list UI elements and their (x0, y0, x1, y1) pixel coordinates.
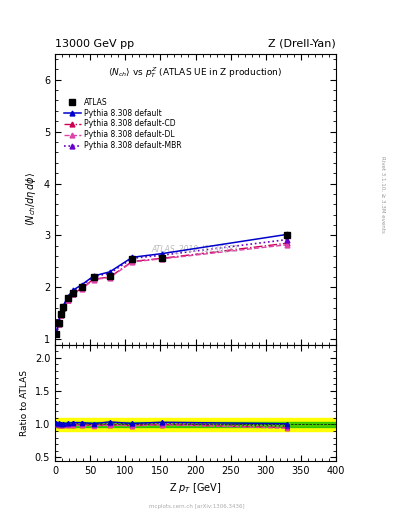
Y-axis label: Ratio to ATLAS: Ratio to ATLAS (20, 370, 29, 436)
Text: 13000 GeV pp: 13000 GeV pp (55, 38, 134, 49)
Text: mcplots.cern.ch [arXiv:1306.3436]: mcplots.cern.ch [arXiv:1306.3436] (149, 504, 244, 509)
Text: Z (Drell-Yan): Z (Drell-Yan) (268, 38, 336, 49)
Bar (55, 418, 336, 431)
Y-axis label: $\langle N_{ch}/d\eta\,d\phi\rangle$: $\langle N_{ch}/d\eta\,d\phi\rangle$ (24, 172, 39, 226)
X-axis label: Z $p_T$ [GeV]: Z $p_T$ [GeV] (169, 481, 222, 495)
Bar (55, 421, 336, 427)
Legend: ATLAS, Pythia 8.308 default, Pythia 8.308 default-CD, Pythia 8.308 default-DL, P: ATLAS, Pythia 8.308 default, Pythia 8.30… (62, 95, 184, 153)
Text: Rivet 3.1.10, ≥ 3.3M events: Rivet 3.1.10, ≥ 3.3M events (381, 156, 386, 233)
Text: $\langle N_{ch}\rangle$ vs $p_T^Z$ (ATLAS UE in Z production): $\langle N_{ch}\rangle$ vs $p_T^Z$ (ATLA… (108, 66, 283, 80)
Text: ATLAS_2019_I1736531: ATLAS_2019_I1736531 (152, 244, 239, 253)
